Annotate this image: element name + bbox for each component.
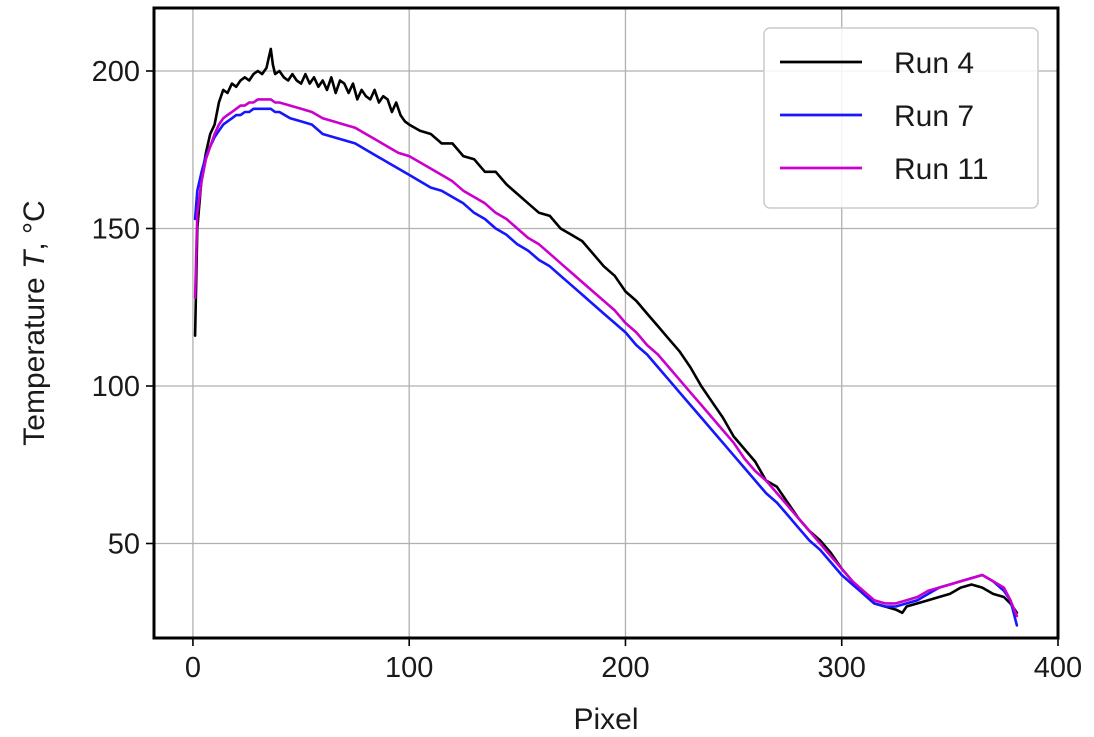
legend-box <box>763 27 1039 209</box>
legend-label-run-4: Run 4 <box>894 47 974 80</box>
y-tick-label: 50 <box>108 529 140 561</box>
y-axis-title-variable: T <box>18 248 51 269</box>
x-tick-label: 400 <box>1034 652 1082 684</box>
y-axis-title: Temperature T, °C <box>18 200 51 445</box>
x-tick-label: 300 <box>818 652 866 684</box>
y-tick-label: 100 <box>92 371 140 403</box>
legend: Run 4 Run 7 Run 11 <box>763 27 1039 209</box>
legend-label-run-7: Run 7 <box>894 100 974 133</box>
x-tick-label: 100 <box>385 652 433 684</box>
series-line-run-11 <box>193 98 1019 618</box>
legend-label-run-11: Run 11 <box>894 153 989 186</box>
x-tick-label: 0 <box>185 652 201 684</box>
y-axis-title-main: Temperature <box>18 269 51 446</box>
x-axis-ticks: 0 100 200 300 400 <box>185 638 1082 684</box>
y-tick-label: 200 <box>92 56 140 88</box>
legend-items: Run 4 Run 7 Run 11 <box>780 47 989 186</box>
y-axis-ticks: 50 100 150 200 <box>92 56 154 561</box>
y-tick-label: 150 <box>92 214 140 246</box>
x-tick-label: 200 <box>601 652 649 684</box>
series-lines <box>193 47 1019 627</box>
y-axis-title-unit: , °C <box>18 200 51 250</box>
series-line-run-7 <box>193 107 1019 627</box>
plot-frame <box>152 6 1060 640</box>
x-axis-title: Pixel <box>573 703 638 736</box>
